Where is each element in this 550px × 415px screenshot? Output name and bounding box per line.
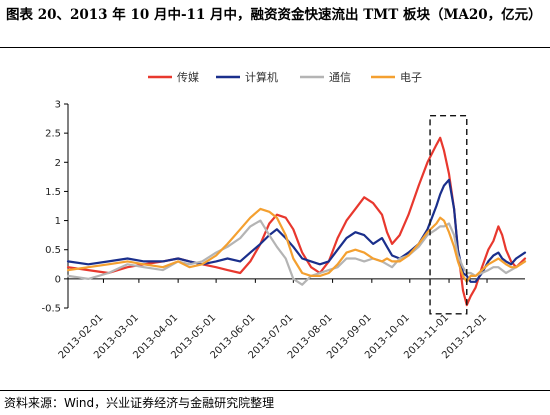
title-underline bbox=[0, 47, 550, 48]
y-tick-label: 0 bbox=[55, 274, 61, 285]
line-chart: 传媒 计算机 通信 电子 -0.500.511.522.532013-02-01201… bbox=[41, 70, 527, 361]
chart-legend: 传媒 计算机 通信 电子 bbox=[148, 70, 422, 84]
y-tick-label: 3 bbox=[55, 100, 61, 111]
legend-label-3: 通信 bbox=[329, 71, 351, 84]
y-tick-label: -0.5 bbox=[41, 304, 61, 315]
legend-label-2: 计算机 bbox=[245, 70, 278, 84]
y-tick-label: 1.5 bbox=[45, 187, 61, 198]
annotation-layer bbox=[429, 114, 468, 315]
source-rule bbox=[0, 390, 550, 391]
figure-title: 图表 20、2013 年 10 月中-11 月中，融资资金快速流出 TMT 板块… bbox=[6, 7, 542, 23]
legend-label-1: 传媒 bbox=[177, 71, 199, 84]
source-note: 资料来源：Wind，兴业证券经济与金融研究院整理 bbox=[4, 396, 275, 410]
series-layer bbox=[66, 136, 527, 307]
series-line-2 bbox=[66, 178, 527, 283]
y-tick-label: 0.5 bbox=[45, 245, 61, 256]
y-tick-label: 2 bbox=[55, 158, 61, 169]
y-tick-label: 2.5 bbox=[45, 129, 61, 140]
highlight-dashed-box bbox=[429, 114, 468, 315]
legend-label-4: 电子 bbox=[400, 71, 422, 84]
series-line-1 bbox=[66, 136, 527, 307]
series-line-4 bbox=[66, 207, 527, 283]
y-tick-label: 1 bbox=[55, 216, 61, 227]
